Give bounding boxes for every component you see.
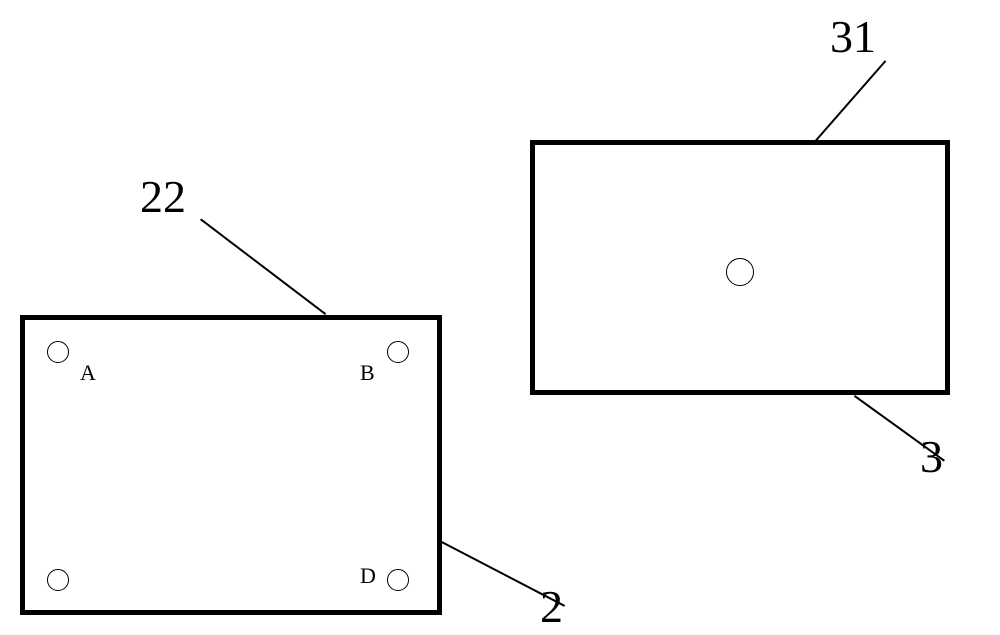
diagram-canvas: A B D 31 22 3 2 bbox=[0, 0, 1000, 635]
hole-d bbox=[387, 569, 409, 591]
leader-22 bbox=[200, 218, 326, 315]
callout-label-3: 3 bbox=[920, 430, 943, 483]
callout-label-31: 31 bbox=[830, 10, 876, 63]
hole-b bbox=[387, 341, 409, 363]
callout-label-22: 22 bbox=[140, 170, 186, 223]
hole-label-a: A bbox=[80, 360, 96, 386]
callout-label-2: 2 bbox=[540, 580, 563, 633]
hole-a bbox=[47, 341, 69, 363]
hole-c bbox=[47, 569, 69, 591]
hole-center bbox=[726, 258, 754, 286]
hole-label-b: B bbox=[360, 360, 375, 386]
leader-31 bbox=[815, 60, 887, 141]
hole-label-d: D bbox=[360, 563, 376, 589]
